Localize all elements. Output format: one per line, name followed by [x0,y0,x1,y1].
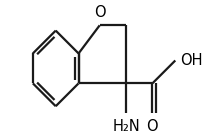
Text: O: O [147,119,158,134]
Text: OH: OH [180,53,202,68]
Text: H₂N: H₂N [112,119,140,134]
Text: O: O [94,5,106,20]
